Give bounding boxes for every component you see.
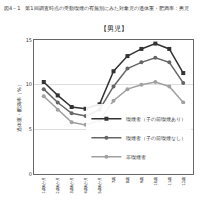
svg-text:9歳: 9歳 (139, 177, 144, 184)
svg-text:5: 5 (29, 126, 32, 132)
svg-text:10: 10 (26, 81, 32, 87)
svg-text:7歳: 7歳 (111, 177, 116, 184)
svg-text:図4－1 第1回調査時点の受動喫煙の有無別にみた対象児の過体: 図4－1 第1回調査時点の受動喫煙の有無別にみた対象児の過体重・肥満率：男児 (4, 5, 189, 11)
svg-text:1歳6か月: 1歳6か月 (41, 177, 46, 194)
svg-text:過体重・肥満率（%）: 過体重・肥満率（%） (16, 82, 22, 132)
svg-text:8歳: 8歳 (125, 177, 130, 184)
svg-text:4歳6か月: 4歳6か月 (83, 177, 88, 194)
svg-text:0: 0 (29, 171, 32, 177)
svg-text:10歳: 10歳 (153, 177, 158, 186)
svg-text:喫煙者（子の前喫煙あり）: 喫煙者（子の前喫煙あり） (126, 116, 186, 122)
svg-text:非喫煙者: 非喫煙者 (126, 154, 146, 160)
svg-text:3歳6か月: 3歳6か月 (69, 177, 74, 194)
svg-text:15: 15 (26, 37, 32, 43)
svg-text:12歳: 12歳 (181, 177, 186, 186)
svg-text:【男児】: 【男児】 (100, 25, 128, 33)
svg-text:2歳6か月: 2歳6か月 (55, 177, 60, 194)
svg-text:喫煙者（子の前喫煙なし）: 喫煙者（子の前喫煙なし） (126, 135, 186, 141)
svg-text:5歳6か月: 5歳6か月 (97, 177, 102, 194)
svg-text:11歳: 11歳 (167, 177, 172, 186)
